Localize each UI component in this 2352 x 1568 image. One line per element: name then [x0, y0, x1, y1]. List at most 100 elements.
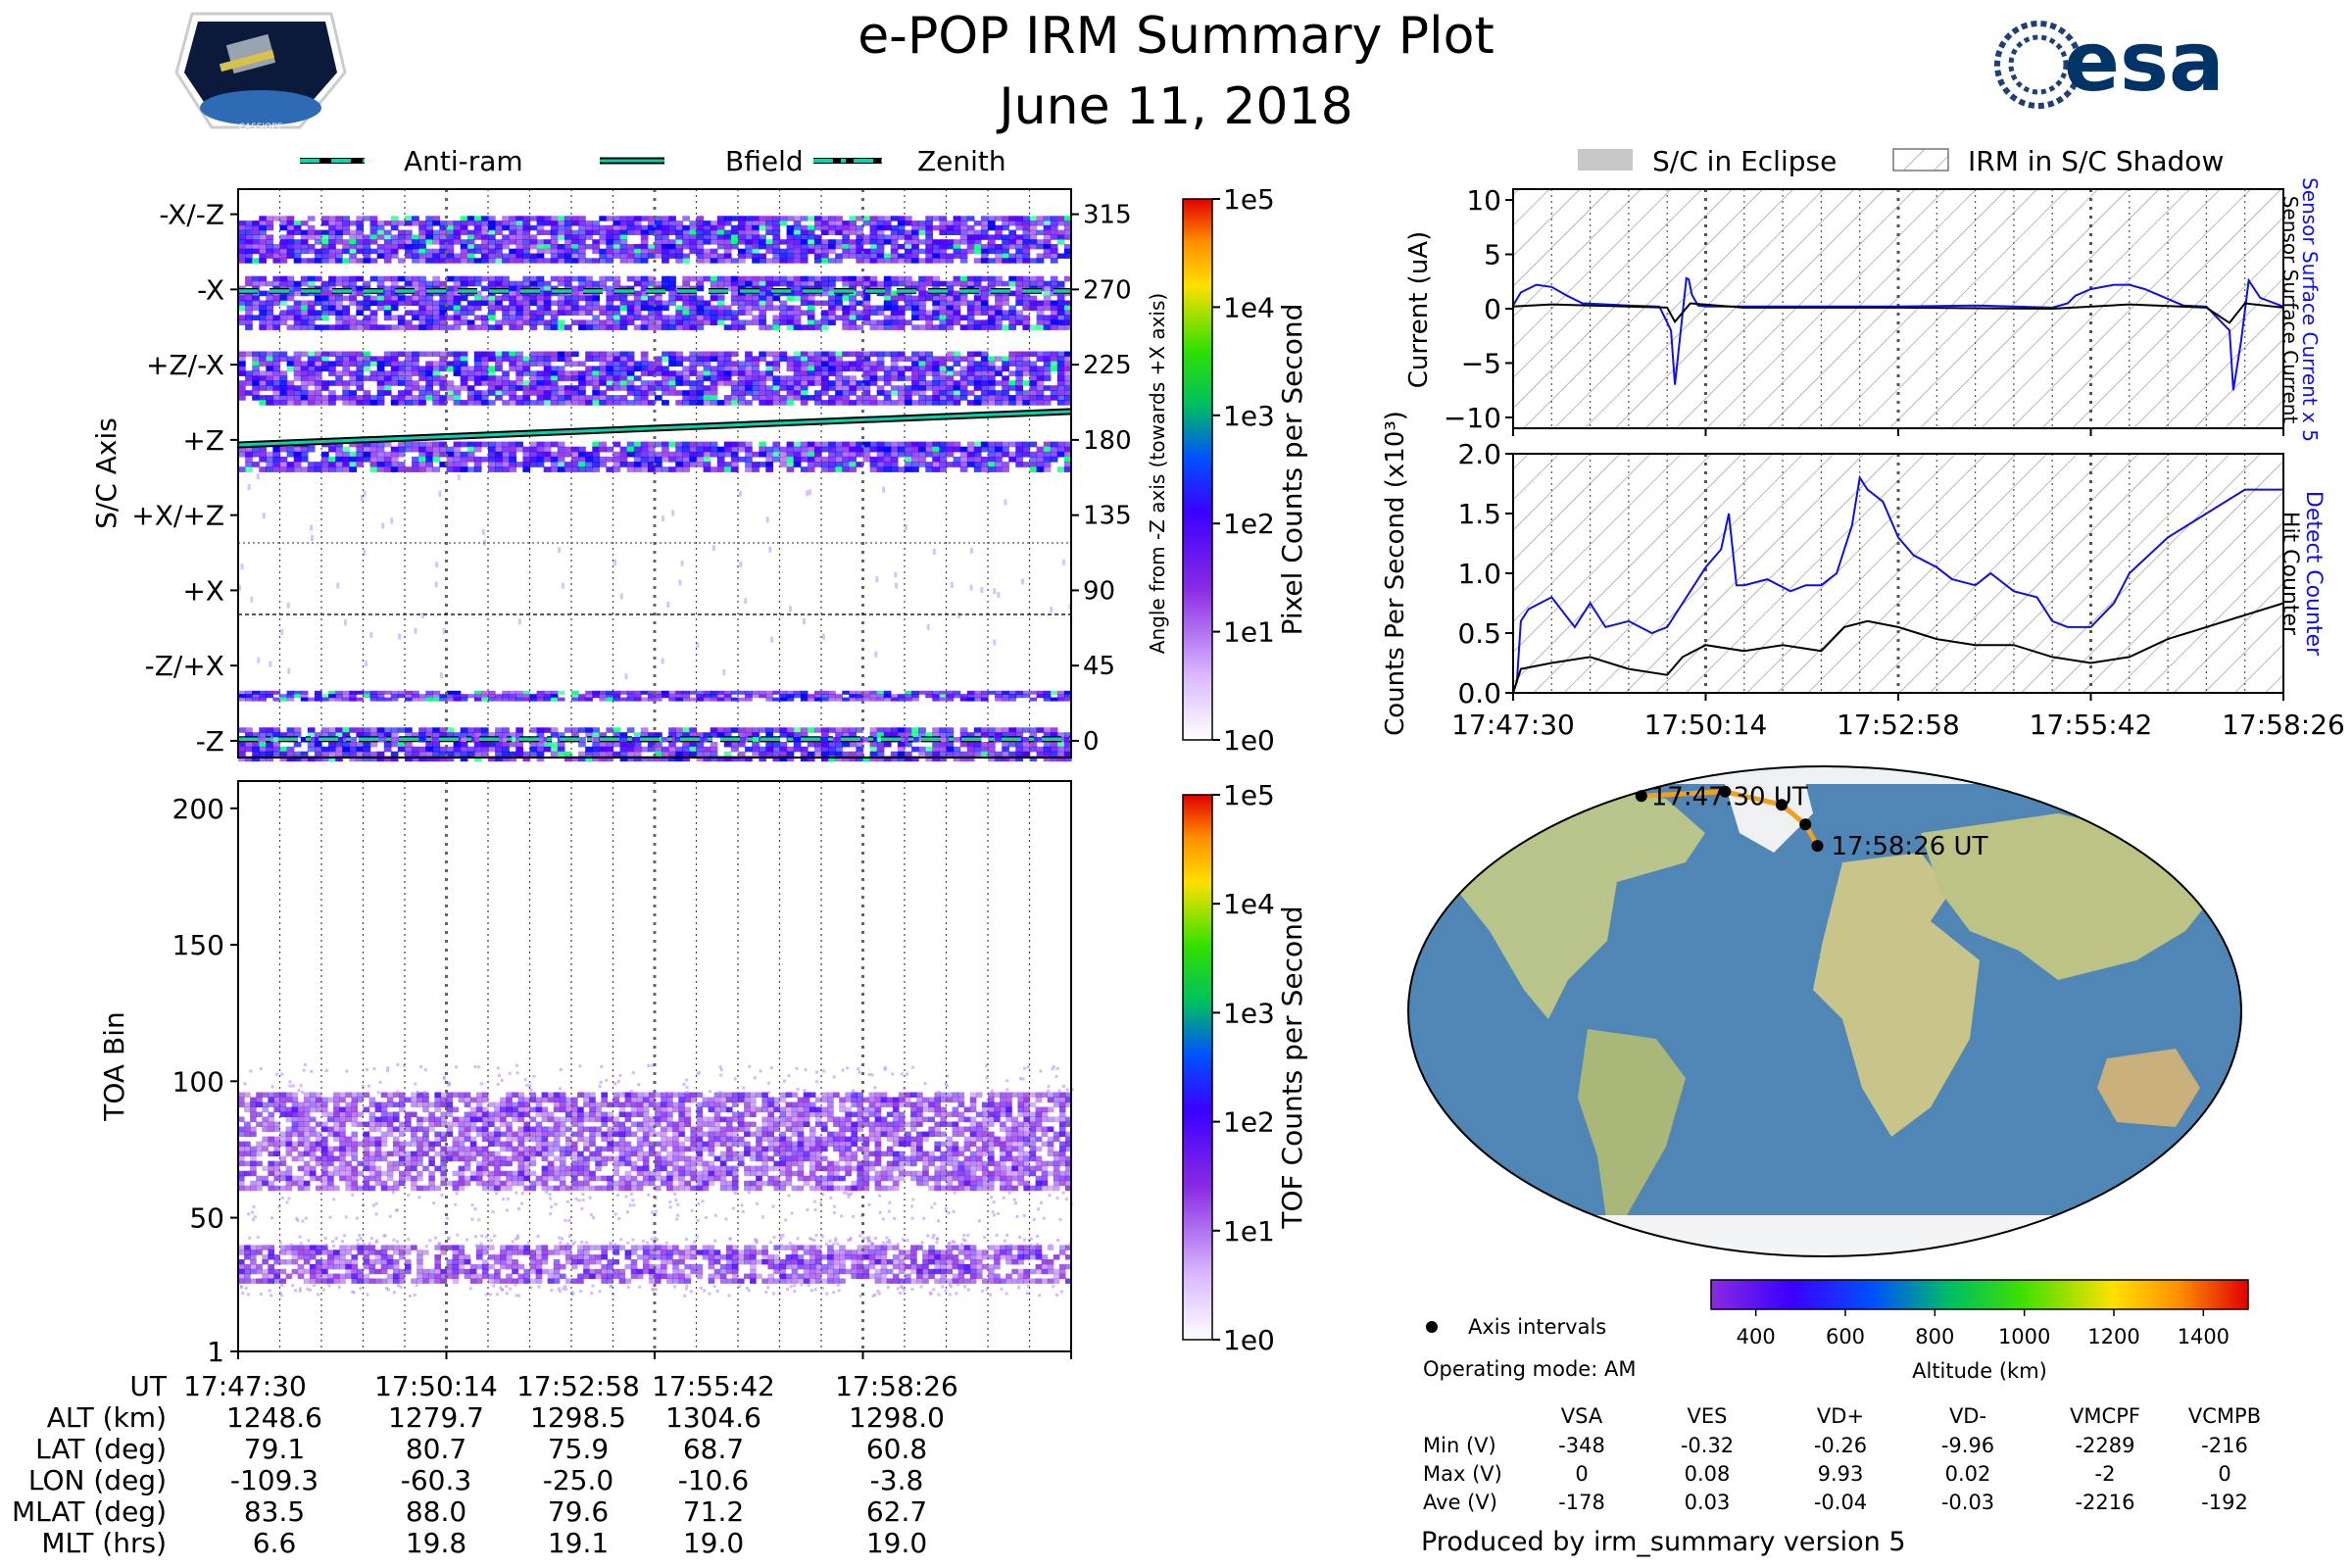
- pixel-cell-band5: [689, 746, 698, 753]
- pixel-cell-band1: [813, 280, 822, 287]
- pixel-cell-band3: [376, 441, 385, 448]
- pixel-cell-band5: [675, 732, 683, 738]
- pixel-cell-band0: [723, 258, 732, 264]
- pixel-cell-band0: [716, 216, 725, 221]
- pixel-cell-band4: [349, 697, 357, 702]
- pixel-cell-band2: [842, 380, 850, 386]
- pixel-cell-band2: [862, 390, 871, 396]
- pixel-cell-band2: [647, 380, 656, 386]
- pixel-cell-band3: [557, 456, 565, 463]
- pixel-cell-band0: [716, 220, 725, 226]
- pixel-cell-band1: [480, 275, 489, 282]
- pixel-cell-band2: [473, 366, 482, 371]
- pixel-cell-band0: [911, 220, 919, 226]
- pixel-cell-band0: [571, 244, 579, 250]
- pixel-cell-band3: [883, 462, 892, 467]
- pixel-cell-band4: [633, 697, 642, 702]
- pixel-cell-band1: [988, 324, 996, 330]
- pixel-cell-band1: [1043, 295, 1052, 302]
- pixel-cell-band1: [522, 275, 531, 282]
- pixel-cell-band4: [668, 697, 676, 702]
- pixel-cell-band2: [405, 361, 413, 367]
- pixel-cell-band4: [675, 690, 683, 695]
- pixel-cell-band0: [502, 216, 510, 221]
- pixel-cell-band2: [730, 370, 739, 376]
- pixel-cell-band0: [862, 220, 871, 226]
- pixel-cell-band2: [564, 375, 572, 381]
- pixel-cell-band5: [946, 727, 955, 733]
- pixel-cell-band5: [730, 746, 739, 753]
- pixel-cell-band1: [689, 305, 698, 312]
- pixel-cell-band2: [432, 380, 440, 386]
- pixel-cell-band0: [835, 229, 843, 235]
- pixel-cell-band0: [953, 239, 961, 245]
- pixel-cell-band1: [918, 285, 926, 292]
- pixel-cell-band1: [793, 285, 802, 292]
- pixel-cell-band2: [606, 395, 614, 401]
- pixel-cell-band0: [730, 216, 739, 221]
- pixel-cell-band1: [779, 305, 788, 312]
- pixel-cell-band2: [821, 366, 829, 371]
- pixel-cell-band5: [245, 756, 253, 761]
- pixel-cell-band0: [376, 229, 385, 235]
- pixel-cell-band5: [738, 727, 746, 733]
- pixel-cell-band5: [307, 732, 316, 738]
- pixel-cell-band4: [293, 694, 302, 699]
- pixel-cell-band5: [238, 756, 246, 761]
- pixel-cell-band2: [342, 390, 350, 396]
- cassiope-logo-text: CASSIOPE: [239, 122, 283, 132]
- pixel-cell-band5: [439, 732, 448, 738]
- pixel-cell-band0: [807, 224, 815, 231]
- pixel-cell-band0: [536, 239, 545, 245]
- pixel-cell-band1: [1002, 280, 1009, 287]
- pixel-cell-band1: [585, 300, 593, 307]
- pixel-cell-band0: [418, 234, 426, 240]
- pixel-cell-band0: [383, 244, 392, 250]
- pixel-cell-band0: [405, 244, 413, 250]
- pixel-cell-band4: [356, 690, 365, 695]
- pixel-cell-sparse: [950, 582, 954, 588]
- pixel-cell-band1: [647, 275, 656, 282]
- pixel-cell-band4: [328, 697, 336, 702]
- pixel-cell-band0: [473, 248, 482, 255]
- pixel-cell-band1: [279, 319, 288, 325]
- pixel-cell-band0: [1063, 244, 1072, 250]
- pixel-cell-band5: [821, 756, 829, 761]
- pixel-cell-band5: [675, 751, 683, 758]
- pixel-cell-band0: [765, 239, 773, 245]
- pixel-cell-band0: [835, 216, 843, 221]
- pixel-cell-band0: [335, 239, 343, 245]
- pixel-cell-band5: [655, 746, 662, 753]
- pixel-cell-band1: [800, 324, 808, 330]
- pixel-cell-band0: [439, 220, 448, 226]
- pixel-cell-band0: [800, 253, 808, 259]
- pixel-cell-band2: [703, 370, 711, 376]
- pixel-cell-band2: [612, 380, 621, 386]
- pixel-cell-band0: [980, 258, 989, 264]
- pixel-cell-band0: [466, 258, 475, 264]
- pixel-cell-band0: [772, 248, 781, 255]
- toa-cell-band0: [250, 1146, 257, 1152]
- pixel-cell-band0: [647, 244, 656, 250]
- pixel-cell-band1: [425, 324, 433, 330]
- pixel-cell-band3: [592, 446, 600, 453]
- pixel-cell-band2: [509, 351, 516, 358]
- pixel-cell-band1: [529, 310, 538, 316]
- pixel-cell-band2: [418, 370, 426, 376]
- pixel-cell-band3: [689, 456, 698, 463]
- pixel-cell-band1: [466, 305, 475, 312]
- pixel-cell-band5: [668, 732, 676, 738]
- pixel-cell-band0: [932, 248, 940, 255]
- pixel-cell-band3: [335, 446, 343, 453]
- pixel-cell-band0: [640, 216, 649, 221]
- pixel-cell-band0: [655, 229, 662, 235]
- pixel-cell-band0: [640, 248, 649, 255]
- pixel-cell-band3: [599, 456, 607, 463]
- pixel-cell-band1: [376, 275, 385, 282]
- toa-cell-band0: [238, 1126, 245, 1132]
- pixel-cell-band3: [890, 462, 899, 467]
- pixel-cell-band3: [946, 441, 955, 448]
- toa-cell-band0: [244, 1151, 251, 1157]
- pixel-cell-band1: [509, 305, 516, 312]
- pixel-cell-sparse: [481, 529, 485, 535]
